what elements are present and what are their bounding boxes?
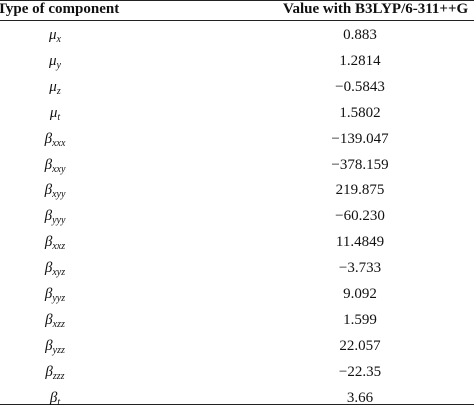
component-subscript: t [57,111,61,123]
component-symbol: μ [49,104,58,121]
component-cell: βzzz [0,361,110,383]
component-subscript: zzz [52,370,65,382]
component-cell: βxxy [0,154,110,176]
value-cell: −3.733 [338,260,382,277]
component-symbol: β [45,363,53,380]
value-cell: −378.159 [331,156,389,173]
component-symbol: β [45,337,53,354]
value-cell: 3.66 [346,389,374,405]
value-cell: 1.5802 [339,104,381,121]
component-subscript: xzz [52,318,65,330]
component-symbol: β [49,389,58,405]
component-cell: μy [0,50,110,72]
component-cell: βxyy [0,179,110,201]
top-rule [0,0,474,1]
component-cell: βyyy [0,205,110,227]
value-cell: 22.057 [339,337,381,354]
header-cell: Type of component [0,1,120,17]
value-cell: −139.047 [331,130,389,147]
component-subscript: yzz [52,344,65,356]
component-cell: βxyz [0,257,110,279]
component-subscript: yyz [52,293,66,304]
component-symbol: β [44,234,53,251]
value-cell: −60.230 [335,208,385,225]
header-rule [0,20,474,21]
component-cell: βyyz [0,283,110,305]
value-cell: 11.4849 [335,234,385,251]
component-subscript: xyy [52,189,66,201]
component-cell: βt [0,387,110,405]
value-cell: −0.5843 [335,78,385,95]
component-subscript: y [56,59,61,71]
component-cell: μt [0,102,110,124]
component-cell: βxxz [0,231,110,253]
component-symbol: β [44,182,53,199]
component-symbol: β [44,130,53,147]
header-cell: Value with B3LYP/6-311++G [283,1,469,17]
component-subscript: x [56,34,61,45]
value-cell: 1.2814 [339,52,381,69]
component-subscript: xxy [52,163,66,175]
component-cell: βxxx [0,128,110,150]
component-symbol: β [44,286,53,302]
component-subscript: yyy [52,215,66,227]
value-cell: 9.092 [343,286,377,302]
value-cell: 1.599 [343,311,377,328]
component-symbol: μ [49,52,57,69]
component-cell: μz [0,76,110,98]
component-symbol: μ [49,78,57,95]
value-cell: 0.883 [343,27,377,43]
component-cell: βxzz [0,309,110,331]
component-cell: μx [0,24,110,46]
component-symbol: β [44,156,53,173]
component-subscript: xyz [52,267,66,279]
component-subscript: xxx [52,137,66,149]
component-subscript: t [57,396,61,405]
component-subscript: z [56,85,61,97]
component-subscript: xxz [52,241,66,253]
component-symbol: β [44,260,53,277]
component-symbol: μ [49,27,57,43]
component-symbol: β [44,208,53,225]
value-cell: 219.875 [335,182,385,199]
value-cell: −22.35 [338,363,382,380]
component-symbol: β [45,311,53,328]
component-cell: βyzz [0,335,110,357]
